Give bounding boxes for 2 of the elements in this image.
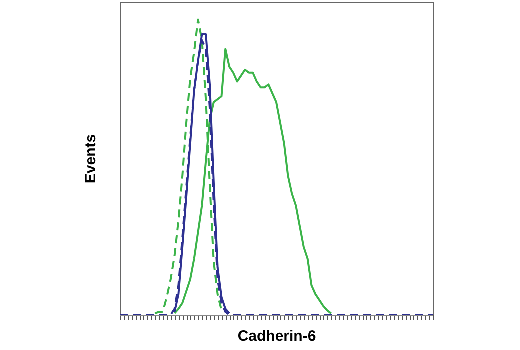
y-axis-title: Events [82,134,100,184]
x-axis-title: Cadherin-6 [238,328,316,345]
